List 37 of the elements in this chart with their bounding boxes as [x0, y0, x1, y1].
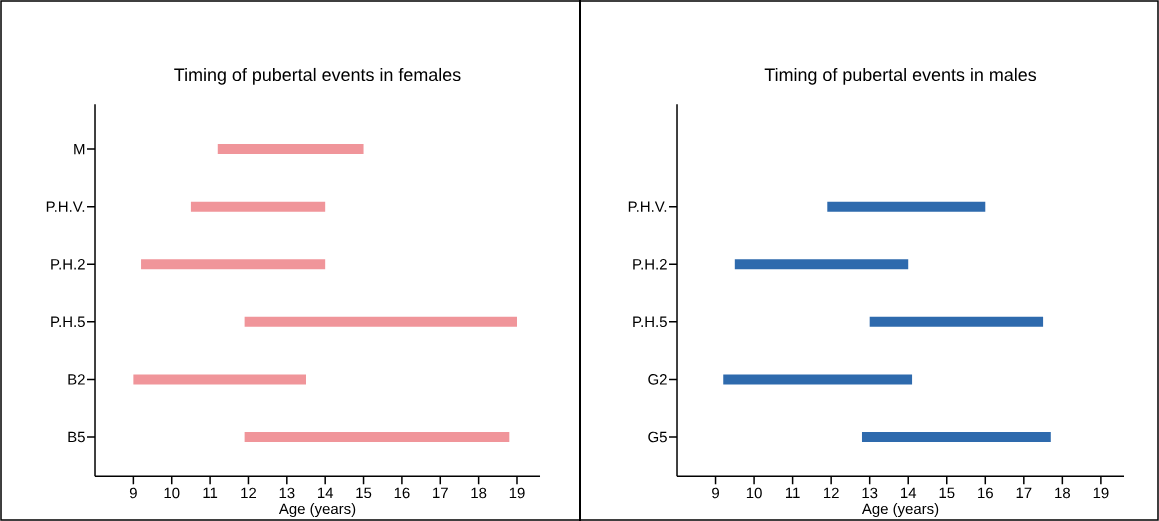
x-tick-label: 15 — [939, 487, 955, 499]
x-axis-title: Age (years) — [278, 503, 356, 518]
y-tick-label: P.H.V. — [628, 201, 667, 212]
x-tick-label: 11 — [786, 487, 800, 498]
y-tick-label: P.H.5 — [633, 316, 667, 328]
x-tick-label: 14 — [318, 487, 334, 498]
x-axis-title: Age (years) — [861, 503, 939, 518]
x-tick-label: 13 — [862, 487, 878, 499]
y-tick-label: P.H.2 — [633, 259, 667, 270]
x-tick-label: 19 — [1093, 487, 1109, 499]
y-tick-label: M — [74, 143, 85, 155]
x-tick-label: 12 — [241, 487, 257, 499]
y-tick-label: B5 — [68, 431, 85, 443]
x-tick-label: 10 — [746, 487, 762, 499]
x-tick-label: 9 — [129, 487, 137, 499]
x-tick-label: 17 — [1016, 487, 1032, 498]
x-tick-label: 19 — [509, 487, 525, 499]
y-tick-label: G2 — [648, 374, 667, 385]
x-tick-label: 16 — [394, 487, 410, 499]
x-tick-label: 10 — [164, 487, 180, 499]
y-tick-label: B2 — [68, 374, 85, 385]
x-tick-label: 14 — [901, 487, 917, 498]
x-tick-label: 13 — [279, 487, 295, 499]
x-tick-label: 18 — [471, 487, 487, 499]
y-tick-label: P.H.5 — [51, 316, 85, 328]
x-tick-label: 18 — [1055, 487, 1071, 499]
y-tick-label: G5 — [648, 431, 667, 443]
x-tick-label: 12 — [823, 487, 839, 499]
x-tick-label: 11 — [203, 487, 218, 498]
x-tick-label: 9 — [712, 487, 719, 499]
x-tick-label: 16 — [978, 487, 993, 499]
y-tick-label: P.H.2 — [51, 259, 85, 270]
chart-title: Timing of pubertal events in females — [174, 67, 461, 85]
x-tick-label: 15 — [356, 487, 372, 499]
y-tick-label: P.H.V. — [46, 201, 85, 212]
x-tick-label: 17 — [433, 487, 448, 498]
chart-title: Timing of pubertal events in males — [764, 67, 1037, 85]
